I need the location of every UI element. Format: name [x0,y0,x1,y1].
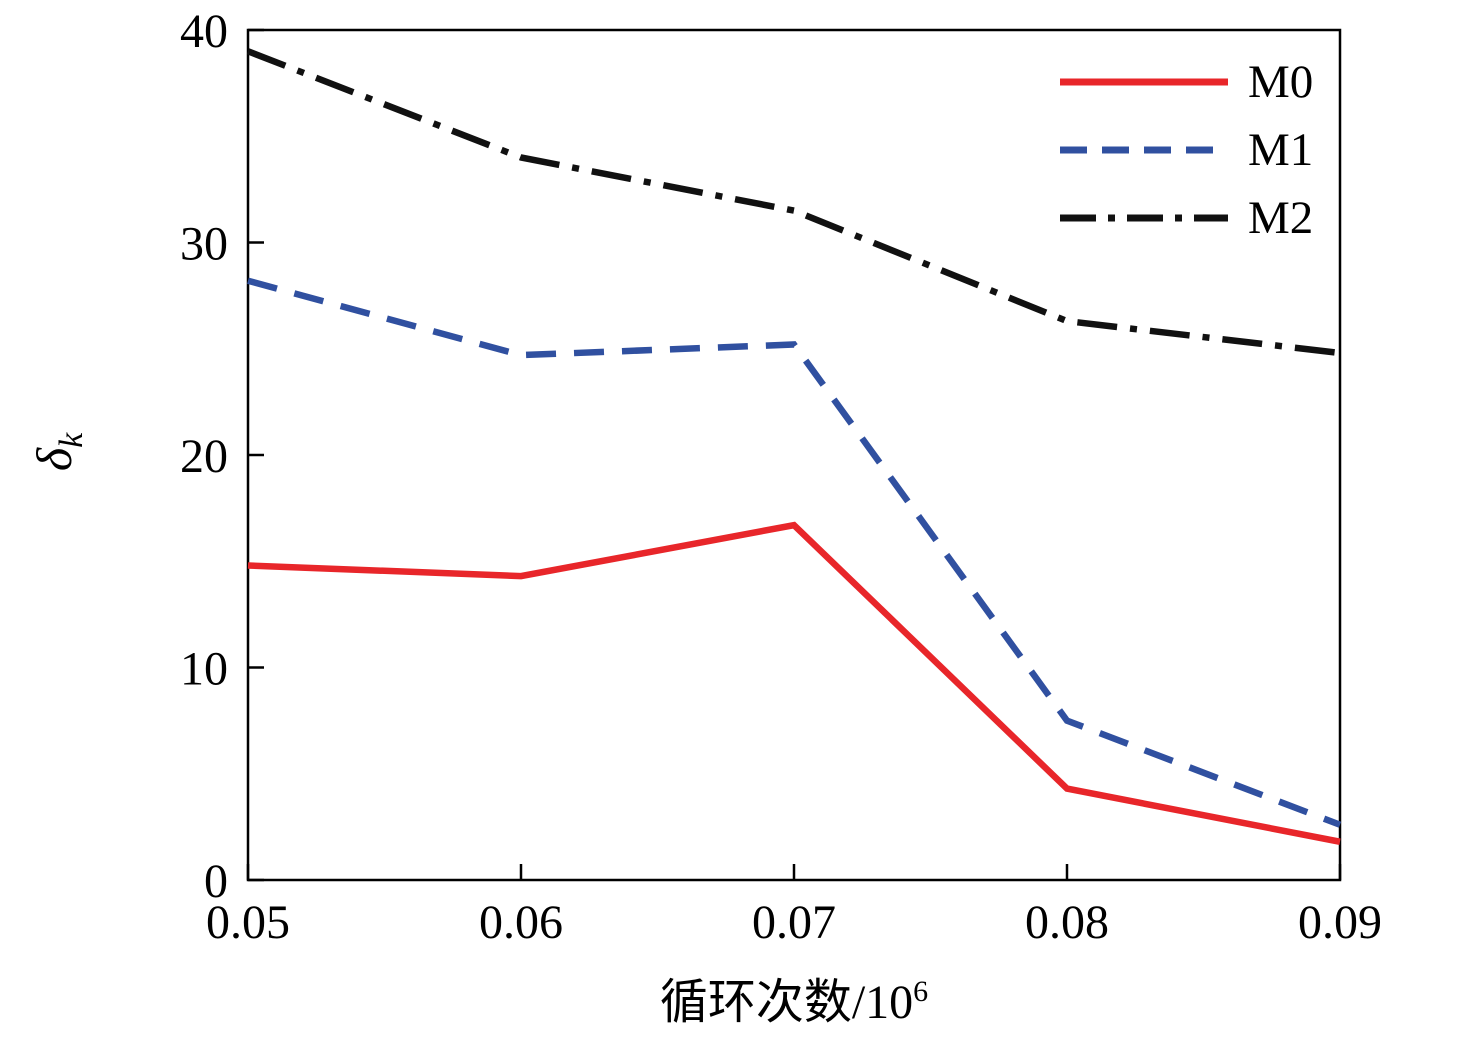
svg-text:0.09: 0.09 [1298,896,1382,949]
legend-line-dashed-icon [1060,146,1228,154]
legend-line-solid-icon [1060,78,1228,86]
svg-text:40: 40 [180,5,228,58]
svg-text:0: 0 [204,855,228,908]
y-axis-label-symbol: δ [26,447,82,472]
svg-text:10: 10 [180,643,228,696]
y-axis-label: δk [25,433,91,471]
legend-line-dashdot-icon [1060,214,1228,222]
x-axis-label: 循环次数/106 [660,962,928,1032]
svg-text:0.05: 0.05 [206,896,290,949]
svg-text:0.06: 0.06 [479,896,563,949]
y-axis-label-subscript: k [53,432,90,448]
x-axis-label-text: 循环次数/10 [659,976,914,1029]
x-axis-label-exponent: 6 [913,975,929,1008]
legend-item-m1: M1 [1058,120,1313,180]
svg-text:0.07: 0.07 [752,896,836,949]
legend-item-m0: M0 [1058,52,1313,112]
legend-label-m1: M1 [1248,123,1314,176]
svg-text:0.08: 0.08 [1025,896,1109,949]
legend: M0 M1 M2 [1058,52,1313,248]
legend-item-m2: M2 [1058,188,1313,248]
svg-text:30: 30 [180,218,228,271]
legend-label-m0: M0 [1248,55,1314,108]
svg-text:20: 20 [180,430,228,483]
legend-label-m2: M2 [1248,191,1314,244]
